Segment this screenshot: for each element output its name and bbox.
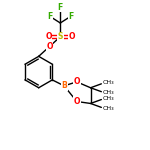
Text: F: F [47, 12, 52, 21]
Text: S: S [58, 32, 63, 41]
Text: O: O [46, 42, 53, 51]
Text: CH₃: CH₃ [102, 80, 114, 85]
Text: F: F [58, 3, 63, 12]
Text: F: F [68, 12, 74, 21]
Text: B: B [61, 81, 67, 90]
Text: O: O [69, 32, 75, 41]
Text: O: O [74, 77, 80, 86]
Text: CH₃: CH₃ [102, 90, 114, 95]
Text: O: O [45, 32, 52, 41]
Text: CH₃: CH₃ [102, 96, 114, 101]
Text: CH₃: CH₃ [102, 106, 114, 111]
Text: O: O [74, 97, 80, 106]
